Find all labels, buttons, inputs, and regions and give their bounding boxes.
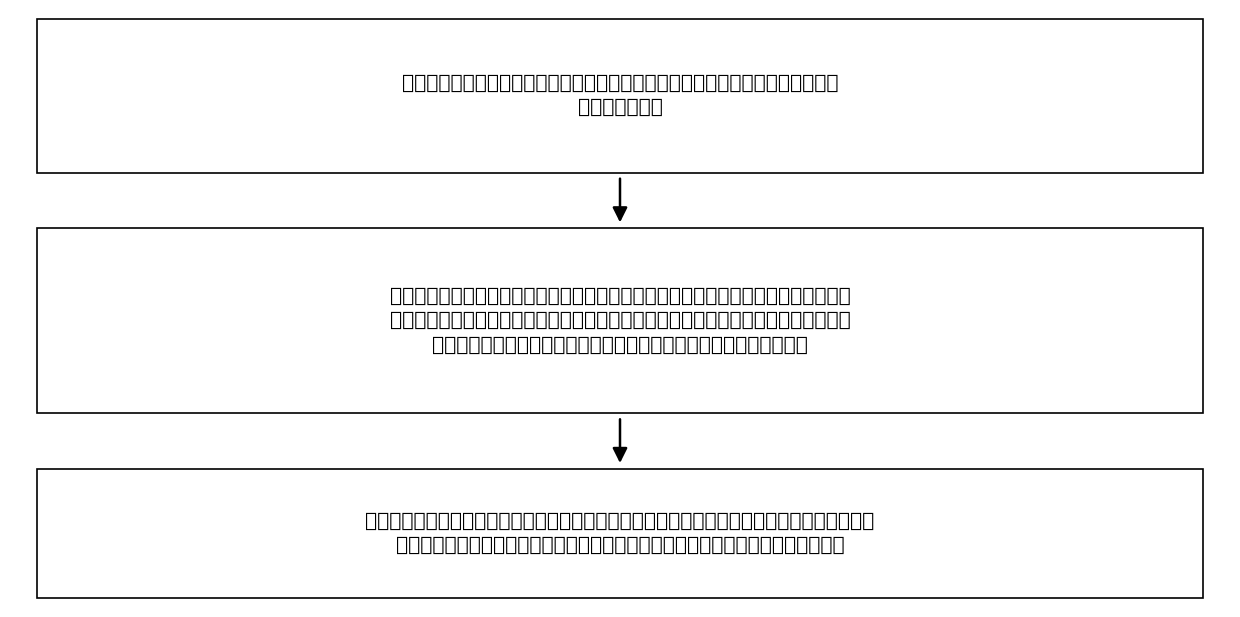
Bar <box>37 19 1203 173</box>
Bar <box>37 228 1203 413</box>
Text: 模型的目标函数: 模型的目标函数 <box>578 98 662 117</box>
Text: 建立包含先进绝热压缩空气储能站运行约束、先进绝热压缩空气储能站备用容量约束、: 建立包含先进绝热压缩空气储能站运行约束、先进绝热压缩空气储能站备用容量约束、 <box>389 287 851 306</box>
Text: 建立包含购电成本、购买备用量成本以及弃风成本的电网电能与备用容量协同调度: 建立包含购电成本、购买备用量成本以及弃风成本的电网电能与备用容量协同调度 <box>402 74 838 93</box>
Text: 将系统约束中系统正备用容量约束和负备用容量约束进行清晰等价处理，并将先进绝热压缩空气: 将系统约束中系统正备用容量约束和负备用容量约束进行清晰等价处理，并将先进绝热压缩… <box>366 512 874 531</box>
Text: 系统正备用容量约束和负备用容量约束的均用模糊机会约束的形式表示: 系统正备用容量约束和负备用容量约束的均用模糊机会约束的形式表示 <box>432 336 808 355</box>
Text: 系统约束、常规机组约束的电网电能与备用容量协同调度模型的约束条件，系统约束中: 系统约束、常规机组约束的电网电能与备用容量协同调度模型的约束条件，系统约束中 <box>389 312 851 330</box>
Bar <box>37 469 1203 598</box>
Text: 储能站运行约束进行线性化处理，获得的电网电能与备用容量协同调度清晰等价模型: 储能站运行约束进行线性化处理，获得的电网电能与备用容量协同调度清晰等价模型 <box>396 536 844 555</box>
